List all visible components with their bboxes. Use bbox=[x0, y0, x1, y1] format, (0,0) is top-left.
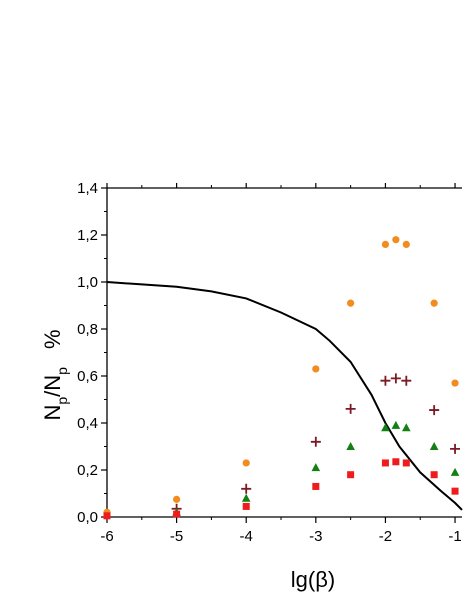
y-tick-label: 0,0 bbox=[77, 509, 98, 526]
data-point-plus bbox=[310, 436, 321, 447]
series-circle bbox=[103, 236, 459, 516]
data-point-triangle bbox=[402, 423, 411, 432]
data-point-circle bbox=[347, 299, 355, 307]
data-point-square bbox=[381, 459, 389, 467]
data-point-plus bbox=[390, 373, 401, 384]
data-point-circle bbox=[451, 379, 459, 387]
data-point-triangle bbox=[381, 423, 390, 432]
data-point-square bbox=[430, 471, 438, 479]
series-layer bbox=[103, 236, 463, 520]
y-tick-label: 1,4 bbox=[77, 180, 98, 197]
x-tick-label: -5 bbox=[170, 528, 183, 545]
data-point-plus bbox=[429, 405, 440, 416]
y-tick-label: 1,2 bbox=[77, 227, 98, 244]
series-square bbox=[103, 458, 459, 520]
x-tick-label: -3 bbox=[309, 528, 322, 545]
data-point-circle bbox=[173, 495, 181, 503]
data-point-triangle bbox=[346, 442, 355, 450]
series-line bbox=[106, 281, 463, 511]
x-axis-title: lg(β) bbox=[291, 567, 335, 592]
y-tick-label: 1,0 bbox=[77, 274, 98, 291]
data-point-triangle bbox=[450, 467, 460, 476]
data-point-triangle bbox=[311, 463, 321, 472]
data-point-circle bbox=[242, 459, 250, 467]
data-point-circle bbox=[430, 299, 438, 307]
data-point-square bbox=[392, 458, 400, 466]
y-tick-label: 0,4 bbox=[77, 415, 98, 432]
data-point-square bbox=[347, 471, 355, 479]
x-tick-label: -6 bbox=[100, 528, 113, 545]
x-tick-label: -4 bbox=[240, 528, 253, 545]
y-axis-title-unit: % bbox=[40, 329, 65, 349]
data-point-triangle bbox=[241, 493, 251, 502]
y-axis-title-mid: /N bbox=[40, 375, 65, 397]
series-line bbox=[106, 281, 463, 511]
data-point-square bbox=[173, 510, 181, 518]
y-tick-label: 0,6 bbox=[77, 368, 98, 385]
data-point-circle bbox=[312, 365, 320, 373]
data-point-plus bbox=[380, 375, 391, 386]
plot-frame bbox=[106, 187, 462, 518]
data-point-triangle bbox=[429, 442, 439, 450]
data-point-triangle bbox=[391, 420, 401, 429]
x-tick-label: -2 bbox=[379, 528, 392, 545]
svg-text:Np/Np%: Np/Np% bbox=[40, 329, 70, 420]
y-axis-title: Np/Np% bbox=[40, 329, 70, 420]
data-point-square bbox=[451, 487, 459, 495]
series-plus bbox=[171, 373, 461, 514]
data-point-square bbox=[312, 482, 320, 490]
y-tick-label: 0,8 bbox=[77, 321, 98, 338]
data-point-plus bbox=[345, 403, 356, 414]
data-point-square bbox=[402, 459, 410, 467]
axis-ticks bbox=[101, 183, 456, 523]
data-point-circle bbox=[402, 240, 410, 248]
y-axis-title-main: N bbox=[40, 405, 65, 421]
y-axis-title-sub: p bbox=[54, 397, 70, 405]
data-point-circle bbox=[392, 236, 400, 244]
data-point-plus bbox=[450, 443, 461, 454]
data-point-circle bbox=[381, 240, 390, 248]
data-point-plus bbox=[241, 483, 252, 494]
tick-labels: 0,0 0,2 0,4 0,6 0,8 1,0 1,2 1,4 -6 -5 -4 -3 -2 -1 bbox=[77, 180, 462, 545]
data-point-square bbox=[103, 512, 111, 520]
y-axis-title-sub2: p bbox=[54, 367, 70, 375]
x-tick-label: -1 bbox=[448, 528, 461, 545]
data-point-plus bbox=[401, 375, 412, 386]
data-point-square bbox=[242, 502, 250, 510]
y-tick-label: 0,2 bbox=[77, 462, 98, 479]
